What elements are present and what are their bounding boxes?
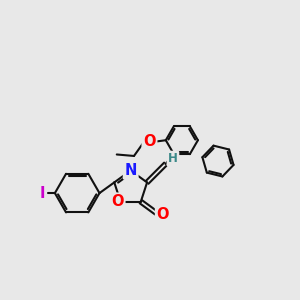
Text: N: N — [124, 163, 137, 178]
Text: H: H — [168, 152, 178, 165]
Text: O: O — [111, 194, 124, 209]
Text: O: O — [143, 134, 156, 149]
Text: O: O — [157, 207, 169, 222]
Text: I: I — [40, 186, 45, 201]
